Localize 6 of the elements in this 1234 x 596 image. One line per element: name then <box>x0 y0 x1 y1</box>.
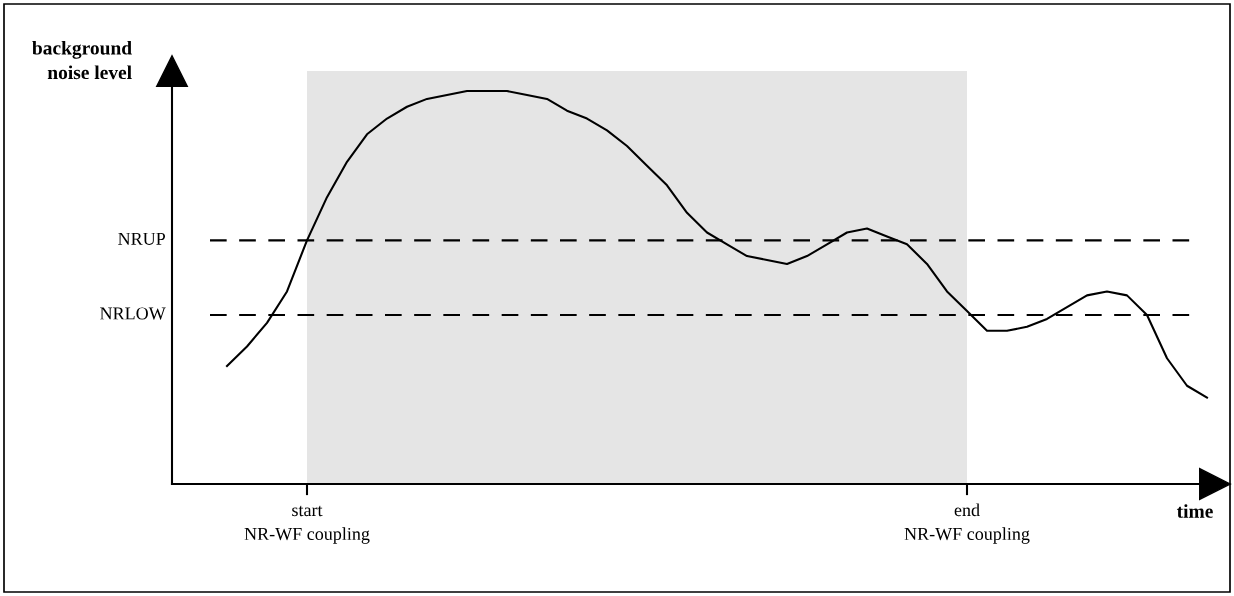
x-tick-label: end NR-WF coupling <box>904 503 1030 544</box>
x-tick-label: start NR-WF coupling <box>244 505 370 544</box>
x-axis-title: time <box>1176 504 1213 518</box>
y-axis-title: background noise level <box>32 40 132 80</box>
ref-line-label: NRLOW <box>100 307 166 320</box>
ref-line-label: NRUP <box>118 232 166 245</box>
